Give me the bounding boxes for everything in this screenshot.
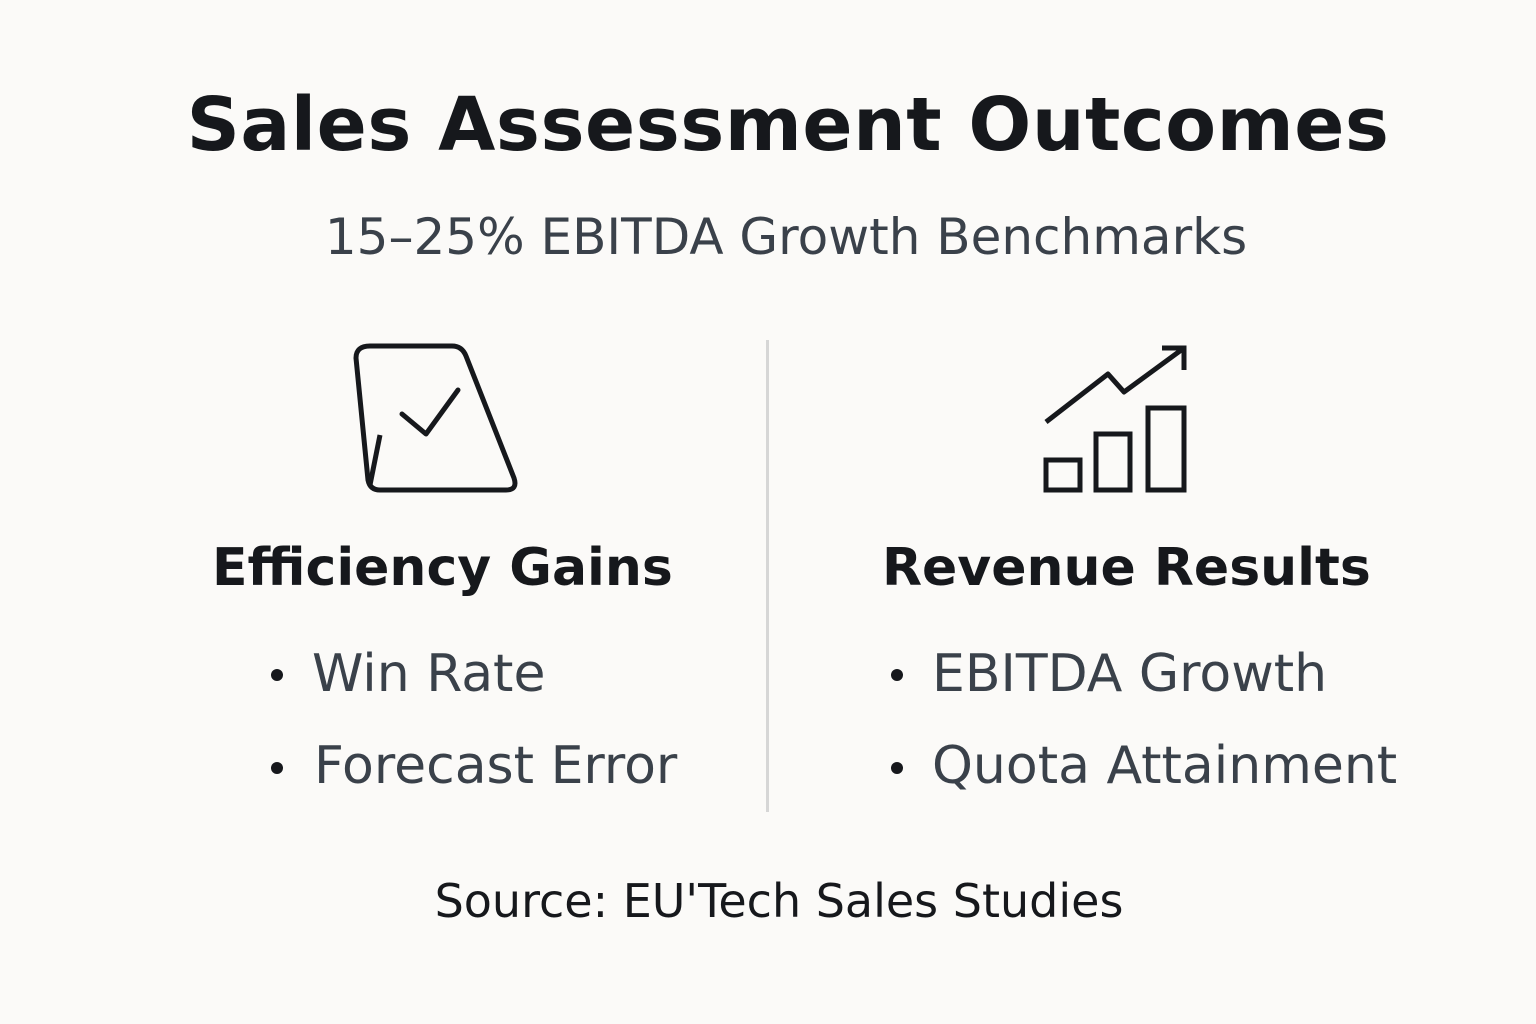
bullet [271, 669, 283, 681]
checklist-icon [353, 343, 518, 493]
bullet [891, 762, 903, 774]
growth-chart-icon [1043, 345, 1187, 493]
list-item: Quota Attainment [932, 736, 1398, 796]
column-heading: Efficiency Gains [212, 538, 673, 598]
title: Sales Assessment Outcomes [186, 82, 1390, 168]
bullet [271, 762, 283, 774]
list-item: EBITDA Growth [932, 644, 1328, 704]
bullet [891, 669, 903, 681]
list-item: Forecast Error [314, 736, 678, 796]
list-item: Win Rate [312, 644, 546, 704]
source-note: Source: EU'Tech Sales Studies [434, 874, 1124, 928]
divider [766, 340, 769, 812]
column-heading: Revenue Results [882, 538, 1371, 598]
subtitle: 15–25% EBITDA Growth Benchmarks [324, 208, 1248, 266]
